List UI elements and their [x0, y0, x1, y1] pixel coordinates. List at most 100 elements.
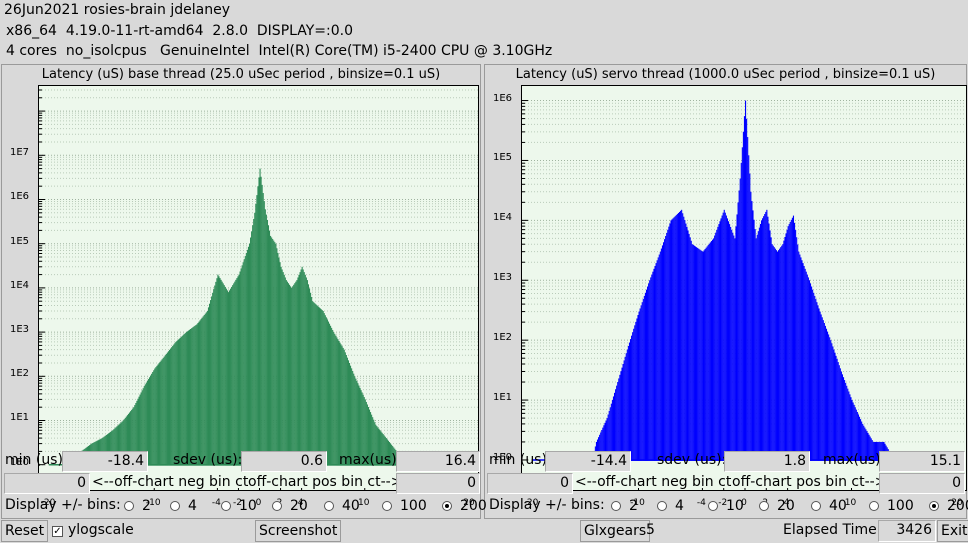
histogram-bar [786, 229, 788, 461]
histogram-bar [342, 347, 344, 466]
servo-pos-bin-count: 0 [879, 473, 965, 494]
histogram-bar [153, 370, 155, 466]
histogram-bar [815, 299, 817, 461]
bins-radio-10[interactable]: 10 [708, 498, 744, 514]
bins-radio-40[interactable]: 40 [324, 498, 360, 514]
histogram-bar [747, 137, 749, 461]
histogram-bar [138, 396, 140, 466]
histogram-bar [689, 237, 691, 461]
histogram-bar [188, 329, 191, 466]
bins-radio-100[interactable]: 100 [382, 498, 427, 514]
histogram-bar [683, 216, 685, 461]
kernel-info: x86_64 4.19.0-11-rt-amd64 2.8.0 DISPLAY=… [6, 23, 354, 39]
histogram-bar [120, 422, 122, 466]
histogram-bar [225, 288, 227, 466]
bins-radio-20[interactable]: 20 [272, 498, 308, 514]
histogram-bar [370, 412, 372, 466]
histogram-bar [636, 318, 638, 461]
histogram-bar [382, 434, 384, 466]
histogram-bar [875, 441, 878, 461]
histogram-bar [657, 257, 659, 461]
radio-label: 2 [142, 498, 151, 514]
histogram-bar [601, 430, 603, 461]
histogram-bar [170, 348, 172, 466]
y-tick-label: 1E0 [10, 456, 30, 468]
histogram-bar [846, 385, 848, 461]
bins-radio-4[interactable]: 4 [657, 498, 684, 514]
histogram-bar [212, 292, 214, 466]
exit-button[interactable]: Exit [937, 520, 968, 542]
histogram-bar [806, 274, 808, 461]
histogram-bar [345, 355, 347, 466]
histogram-bar [605, 420, 607, 461]
histogram-bar [823, 323, 825, 461]
radio-indicator [124, 501, 134, 511]
histogram-bar [658, 254, 660, 461]
base-chart-title: Latency (uS) base thread (25.0 uSec peri… [41, 67, 441, 82]
histogram-bar [602, 427, 604, 461]
histogram-bar [694, 246, 697, 461]
histogram-bar [625, 353, 627, 461]
base-bins-label: Display +/- bins: [5, 497, 121, 513]
histogram-bar [772, 245, 774, 461]
histogram-bar [175, 341, 177, 466]
histogram-bar [164, 355, 166, 466]
bins-radio-20[interactable]: 20 [759, 498, 795, 514]
histogram-bars [65, 168, 434, 466]
bins-radio-10[interactable]: 10 [221, 498, 257, 514]
x-tick-label: 10 [844, 498, 857, 508]
histogram-bar [151, 373, 153, 466]
histogram-bar [840, 371, 842, 461]
histogram-bar [305, 277, 307, 466]
histogram-bar [161, 359, 163, 466]
servo-histogram [521, 85, 967, 491]
histogram-bar [852, 402, 854, 461]
histogram-bar [737, 202, 739, 461]
histogram-bar [788, 224, 790, 461]
histogram-bar [638, 311, 640, 461]
histogram-bar [868, 434, 870, 461]
histogram-bar [662, 242, 665, 461]
histogram-bar [237, 276, 239, 466]
bins-radio-200[interactable]: 200 [929, 498, 968, 514]
histogram-bar [666, 232, 668, 461]
bins-radio-4[interactable]: 4 [170, 498, 197, 514]
histogram-bar [268, 230, 271, 466]
bins-radio-200[interactable]: 200 [442, 498, 487, 514]
histogram-bar [319, 308, 321, 466]
histogram-bar [334, 333, 336, 466]
base-pos-bin-count: 0 [396, 473, 480, 494]
histogram-bar [371, 414, 373, 466]
bins-radio-2[interactable]: 2 [611, 498, 638, 514]
histogram-bar [648, 283, 650, 461]
y-tick-label: 1E3 [10, 324, 30, 336]
bins-radio-2[interactable]: 2 [124, 498, 151, 514]
histogram-bar [283, 274, 285, 466]
histogram-bar [221, 281, 223, 466]
histogram-bar [116, 426, 118, 466]
histogram-bar [800, 257, 802, 461]
histogram-bar [804, 268, 806, 461]
histogram-bar [110, 431, 112, 466]
glxgears-button[interactable]: Glxgears [580, 520, 651, 542]
histogram-bar [375, 424, 377, 466]
ylogscale-checkbox[interactable]: ✓ [52, 526, 63, 537]
histogram-bar [790, 219, 792, 461]
bins-radio-100[interactable]: 100 [869, 498, 914, 514]
histogram-bar [243, 259, 245, 466]
radio-label: 200 [460, 498, 487, 514]
histogram-bar [708, 243, 710, 461]
reset-button[interactable]: Reset [1, 520, 49, 542]
bins-radio-40[interactable]: 40 [811, 498, 847, 514]
histogram-bar [746, 118, 748, 461]
servo-neg-bin-count: 0 [487, 473, 573, 494]
radio-indicator [657, 501, 667, 511]
histogram-bar [740, 162, 742, 461]
histogram-bar [297, 277, 299, 466]
histogram-bar [767, 216, 769, 461]
histogram-bar [654, 265, 656, 461]
histogram-bar [644, 292, 646, 461]
histogram-bar [230, 288, 232, 466]
histogram-bar [745, 100, 747, 461]
screenshot-button[interactable]: Screenshot [255, 520, 342, 542]
